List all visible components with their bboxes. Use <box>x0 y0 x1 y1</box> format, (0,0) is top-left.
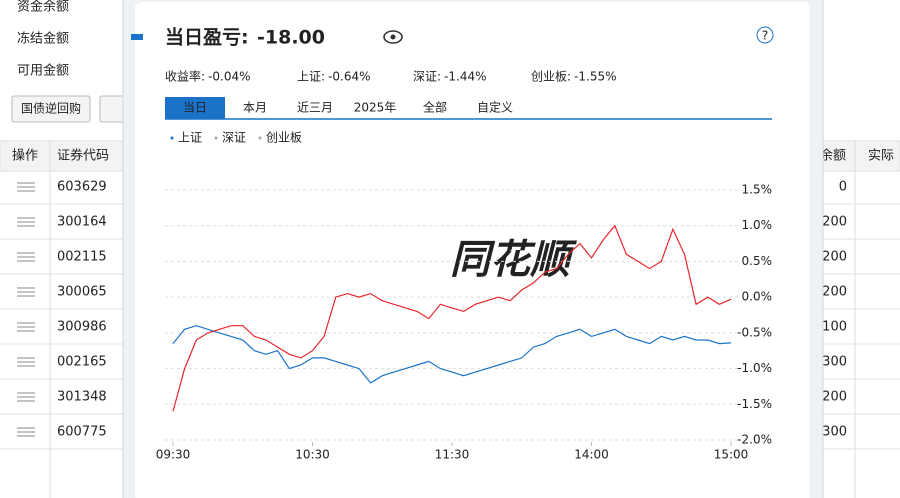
y-tick-label: 0.0% <box>742 290 773 304</box>
tab[interactable]: 2025年 <box>354 101 397 115</box>
balance: 200 <box>822 390 847 405</box>
account-label: 资金余额 <box>17 0 69 15</box>
tab[interactable]: 本月 <box>243 101 267 115</box>
x-tick-label: 15:00 <box>714 448 749 462</box>
tab[interactable]: 近三月 <box>297 101 333 115</box>
eye-icon[interactable] <box>390 34 396 40</box>
stat-label: 收益率: <box>165 69 205 84</box>
balance: 200 <box>822 215 847 230</box>
panel-title: 当日盈亏: <box>165 26 249 49</box>
stat-value: -1.55% <box>574 70 616 84</box>
button-label[interactable]: 国债逆回购 <box>21 101 81 116</box>
button[interactable] <box>11 95 91 123</box>
y-tick-label: -1.5% <box>737 397 772 411</box>
title-marker <box>131 34 143 40</box>
stat-value: -0.04% <box>208 70 250 84</box>
table-header-label: 余额 <box>820 148 846 164</box>
balance: 200 <box>822 250 847 265</box>
account-label: 可用金额 <box>17 63 69 79</box>
help-icon[interactable]: ? <box>762 29 768 43</box>
stat-label: 创业板: <box>531 70 571 84</box>
stock-code[interactable]: 300986 <box>57 320 107 335</box>
table-header-label: 实际 <box>868 149 894 164</box>
y-tick-label: -2.0% <box>737 433 772 447</box>
x-tick-label: 09:30 <box>156 448 191 462</box>
legend-item[interactable]: 上证 <box>178 131 202 145</box>
stat-label: 上证: <box>297 70 325 84</box>
x-tick-label: 11:30 <box>435 448 470 462</box>
legend-item[interactable]: 创业板 <box>266 131 302 145</box>
balance: 200 <box>822 285 847 300</box>
popup-card <box>135 2 810 498</box>
y-tick-label: 0.5% <box>742 254 773 268</box>
stock-code[interactable]: 301348 <box>57 390 107 405</box>
stock-code[interactable]: 002115 <box>57 250 107 265</box>
eye-icon[interactable] <box>383 30 403 44</box>
legend-dot[interactable] <box>214 136 218 140</box>
y-tick-label: -1.0% <box>737 361 772 375</box>
balance: 300 <box>822 355 847 370</box>
stock-code[interactable]: 603629 <box>57 180 107 195</box>
balance: 300 <box>822 425 847 440</box>
legend-dot[interactable] <box>170 136 174 140</box>
y-tick-label: 1.5% <box>742 183 773 197</box>
watermark: 同花顺 <box>450 237 577 283</box>
balance: 100 <box>822 320 847 335</box>
tab[interactable]: 当日 <box>183 101 207 115</box>
tab[interactable]: 自定义 <box>477 100 513 115</box>
y-tick-label: -0.5% <box>737 325 772 339</box>
stat-value: -0.64% <box>328 70 370 84</box>
stat-label: 深证: <box>413 70 441 84</box>
stock-code[interactable]: 300065 <box>57 285 107 300</box>
tab-active[interactable] <box>165 97 225 119</box>
legend-item[interactable]: 深证 <box>222 131 246 145</box>
pnl-value: -18.00 <box>257 27 325 49</box>
help-icon[interactable] <box>756 26 774 44</box>
stock-code[interactable]: 600775 <box>57 425 107 440</box>
stock-code[interactable]: 002165 <box>57 355 107 370</box>
series-line <box>172 325 732 384</box>
x-tick-label: 14:00 <box>574 448 609 462</box>
stat-value: -1.44% <box>444 70 486 84</box>
legend-dot[interactable] <box>258 136 262 140</box>
table-header-label: 证券代码 <box>57 148 109 164</box>
x-tick-label: 10:30 <box>295 448 330 462</box>
stock-code[interactable]: 300164 <box>57 215 107 230</box>
table-header-label: 操作 <box>12 148 38 164</box>
account-label: 冻结金额 <box>17 31 69 47</box>
tab[interactable]: 全部 <box>423 100 447 115</box>
y-tick-label: 1.0% <box>742 218 773 232</box>
balance: 0 <box>839 180 847 195</box>
series-line <box>172 224 732 412</box>
